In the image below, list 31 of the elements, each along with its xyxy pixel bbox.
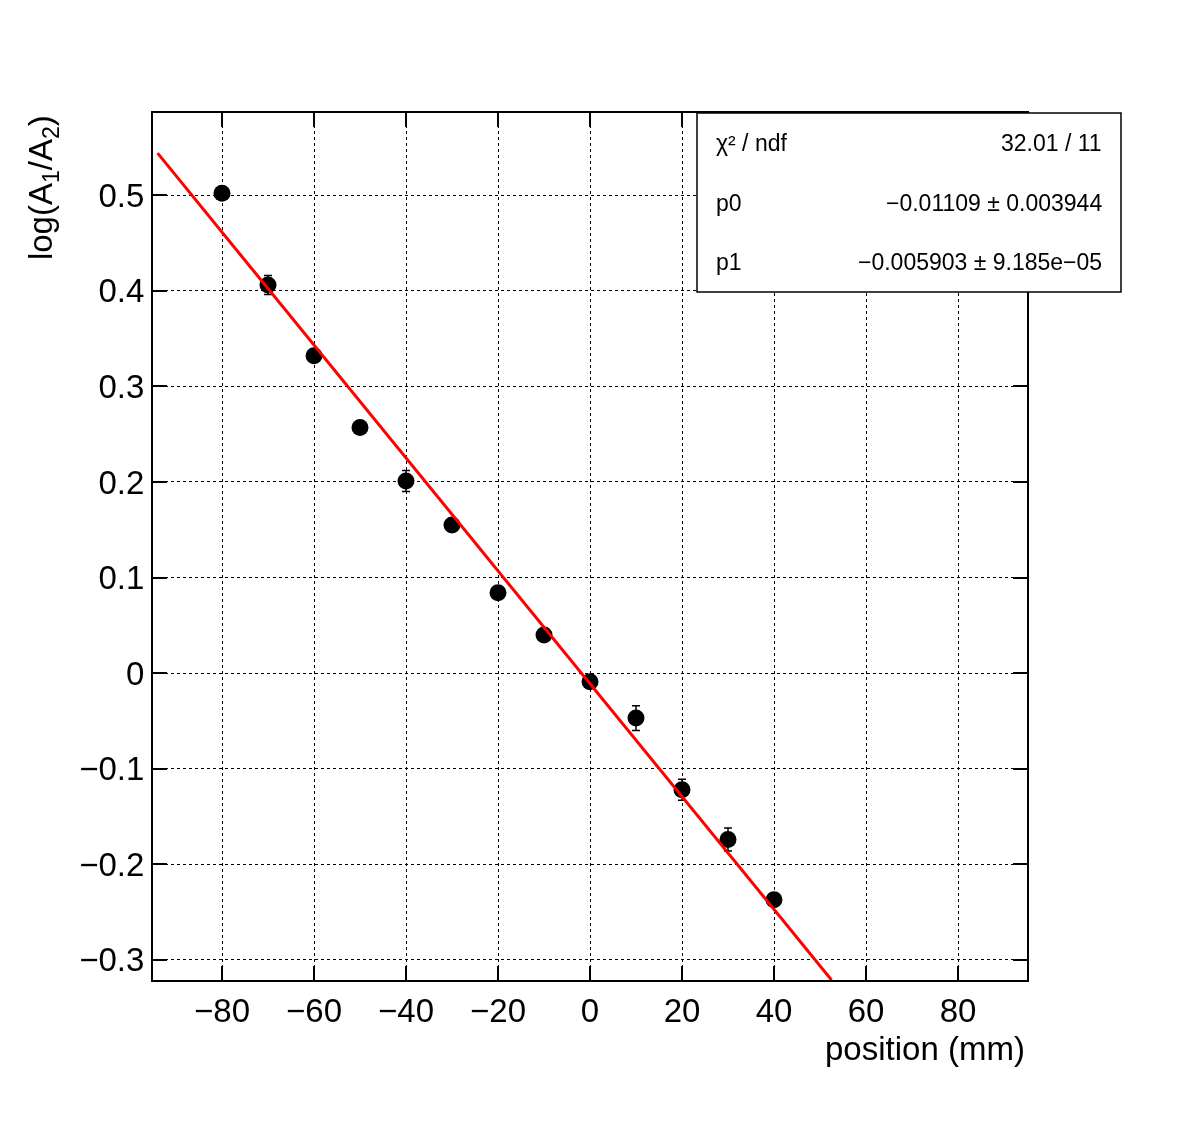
y-tick-label: 0.3 [98,367,145,405]
annotation: 32.01 / 11 [1001,130,1102,156]
y-tick-label: −0.1 [79,750,145,788]
annotation: −0.005903 ± 9.185e−05 [858,249,1103,275]
y-tick-label: 0.4 [98,272,145,310]
point [719,830,737,848]
x-tick-label: 80 [939,991,977,1029]
annotation: −0.01109 ± 0.003944 [886,190,1103,216]
x-tick-label: −80 [194,991,250,1029]
x-tick-label: 60 [847,991,885,1029]
y-tick-label: −0.3 [79,941,145,979]
x-tick-label: 20 [663,991,701,1029]
annotation: p0 [716,190,742,216]
x-tick-label: 0 [580,991,600,1029]
x-tick-label: 40 [755,991,793,1029]
y-tick-label: 0.5 [98,176,145,214]
x-tick-label: −60 [286,991,342,1029]
annotation: p1 [716,249,742,275]
x-tick-label: −40 [378,991,434,1029]
y-tick-label: 0.2 [98,463,145,501]
y-tick-label: 0 [126,654,145,692]
point [489,584,507,602]
point [213,184,231,202]
point [351,418,369,436]
x-axis-title: position (mm) [825,1030,1025,1067]
annotation: χ² / ndf [716,130,788,156]
y-tick-label: 0.1 [98,559,145,597]
point [627,709,645,727]
y-tick-label: −0.2 [79,845,145,883]
point [397,472,415,490]
x-tick-label: −20 [470,991,526,1029]
